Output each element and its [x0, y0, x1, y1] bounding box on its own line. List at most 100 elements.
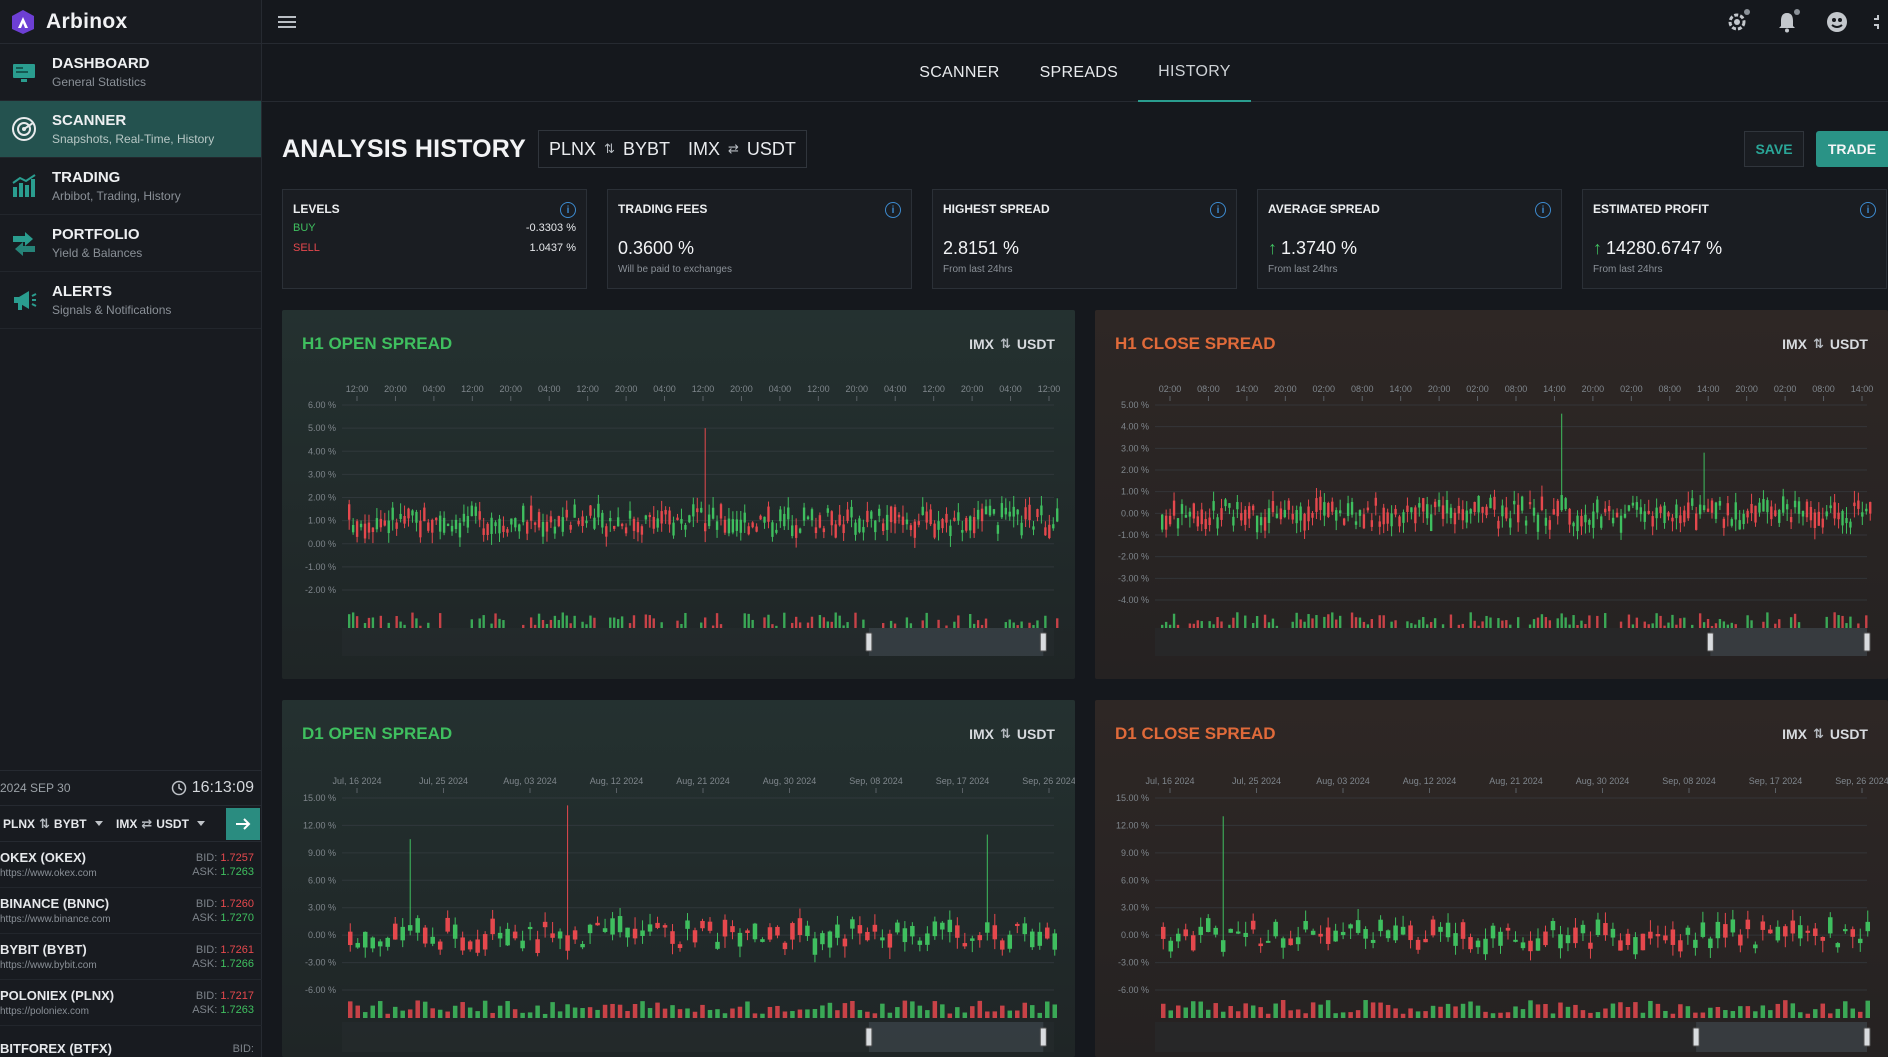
sidebar-item-dashboard[interactable]: DASHBOARD General Statistics	[0, 44, 261, 101]
save-button[interactable]: SAVE	[1744, 131, 1804, 167]
candle-body	[820, 933, 825, 945]
sidebar-item-title: ALERTS	[52, 283, 112, 300]
asset-pair-dropdown[interactable]: IMX ⇄ USDT	[113, 816, 226, 832]
h1-close-spread-chart[interactable]: 5.00 % 4.00 % 3.00 % 2.00 % 1.00 % 0.00 % -1.0…	[1095, 310, 1888, 679]
candle-body	[1288, 938, 1293, 946]
candle-body	[593, 517, 596, 529]
h1-open-spread-chart[interactable]: 6.00 % 5.00 % 4.00 % 3.00 % 2.00 % 1.00 % 0.00…	[282, 310, 1075, 679]
info-icon[interactable]: i	[1535, 202, 1551, 218]
candle-body	[490, 517, 493, 534]
trade-button[interactable]: TRADE	[1816, 131, 1888, 167]
go-button[interactable]	[226, 807, 260, 840]
sidebar-item-alerts[interactable]: ALERTS Signals & Notifications	[0, 272, 261, 329]
candle-body	[660, 511, 663, 524]
candle-body	[1418, 503, 1421, 508]
candle-body	[550, 933, 555, 938]
volume-bar	[1643, 621, 1646, 628]
candle-body	[1849, 521, 1852, 528]
exchange-url[interactable]: https://www.binance.com	[0, 914, 111, 925]
candle-body	[1655, 507, 1658, 519]
candle-body	[739, 519, 742, 533]
navigator-track	[342, 628, 1054, 656]
exchange-b: BYBT	[622, 138, 670, 159]
bid-value: 1.7257	[220, 851, 254, 864]
candle-body	[1639, 507, 1642, 515]
brand[interactable]: Arbinox	[0, 0, 261, 44]
candle-body	[763, 516, 766, 523]
volume-bar	[1004, 622, 1007, 628]
volume-bar	[1354, 617, 1358, 628]
exchange-row-poloniex[interactable]: POLONIEX (PLNX) https://poloniex.com BID:…	[0, 980, 262, 1026]
candle-body	[1275, 513, 1279, 518]
exchange-row-binance[interactable]: BINANCE (BNNC) https://www.binance.com BI…	[0, 888, 262, 934]
volume-bar	[1430, 1005, 1436, 1018]
volume-bar	[1243, 1003, 1248, 1018]
candle-body	[996, 525, 1000, 534]
volume-bar	[1565, 1006, 1571, 1018]
candle-body	[775, 926, 780, 936]
exchange-pair-dropdown[interactable]: PLNX ⇅ BYBT	[0, 816, 113, 832]
volume-bar	[719, 624, 723, 628]
tab-bar: SCANNER SPREADS HISTORY	[262, 44, 1888, 102]
exchange-url[interactable]: https://poloniex.com	[0, 1006, 89, 1017]
candle-body	[1208, 517, 1211, 526]
candle-body	[1354, 521, 1358, 525]
settings-icon[interactable]	[1724, 8, 1750, 35]
card-value: 0.3600 %	[618, 238, 695, 258]
volume-bar	[1774, 623, 1777, 628]
clock-row: 2024 SEP 30 16:13:09	[0, 770, 262, 806]
sidebar-item-trading[interactable]: TRADING Arbibot, Trading, History	[0, 158, 261, 215]
user-account-icon[interactable]	[1824, 9, 1850, 35]
volume-bar	[505, 1001, 510, 1018]
info-icon[interactable]: i	[1210, 202, 1226, 218]
candle-body	[1175, 933, 1181, 942]
volume-bar	[1671, 614, 1674, 628]
tab-history[interactable]: HISTORY	[1138, 44, 1251, 102]
candle-body	[1180, 504, 1184, 514]
volume-bar	[798, 622, 802, 628]
candle-body	[962, 943, 968, 947]
candle-body	[977, 935, 983, 941]
sidebar-item-portfolio[interactable]: PORTFOLIO Yield & Balances	[0, 215, 261, 272]
menu-icon[interactable]	[278, 13, 296, 31]
sidebar-item-scanner[interactable]: SCANNER Snapshots, Real-Time, History	[0, 101, 261, 158]
tab-spreads[interactable]: SPREADS	[1039, 64, 1119, 81]
bell-icon[interactable]	[1774, 8, 1800, 35]
fullscreen-icon[interactable]	[1874, 9, 1888, 35]
info-icon[interactable]: i	[560, 202, 576, 218]
candle-body	[1706, 508, 1710, 512]
exchange-row-bitforex[interactable]: BITFOREX (BTFX) BID:	[0, 1026, 262, 1057]
candle-body	[1172, 500, 1176, 516]
candle-body	[1400, 926, 1406, 935]
exchange-url[interactable]: https://www.okex.com	[0, 868, 97, 879]
candle-body	[887, 933, 893, 948]
info-icon[interactable]: i	[885, 202, 901, 218]
d1-open-spread-chart[interactable]: 15.00 % 12.00 % 9.00 % 6.00 % 3.00 % 0.00 % -3…	[282, 700, 1075, 1057]
exchange-row-bybit[interactable]: BYBIT (BYBT) https://www.bybit.com BID: 1…	[0, 934, 262, 980]
candle-body	[377, 941, 383, 947]
exchange-url[interactable]: https://www.bybit.com	[0, 960, 97, 971]
candle-body	[1592, 511, 1595, 528]
candle-body	[692, 504, 695, 517]
exchange-row-okex[interactable]: OKEX (OKEX) https://www.okex.com BID: 1.7…	[0, 842, 262, 888]
candle-body	[1318, 933, 1323, 937]
volume-bar	[1348, 1012, 1353, 1018]
volume-bar	[1745, 1006, 1751, 1018]
candle-body	[1007, 934, 1013, 949]
candle-body	[585, 520, 588, 524]
candle-body	[452, 924, 458, 939]
volume-bar	[1715, 1006, 1721, 1018]
candle-body	[1805, 930, 1811, 933]
candle-body	[1012, 506, 1015, 517]
candle-body	[1640, 933, 1646, 951]
y-tick-label: 3.00 %	[308, 903, 336, 913]
info-icon[interactable]: i	[1860, 202, 1876, 218]
candle-body	[1378, 919, 1383, 932]
volume-bar	[1445, 1003, 1451, 1018]
y-tick-label: 9.00 %	[1121, 848, 1149, 858]
candle-body	[970, 938, 975, 941]
swap-icon: ⇅	[999, 726, 1011, 741]
d1-close-spread-chart[interactable]: 15.00 % 12.00 % 9.00 % 6.00 % 3.00 % 0.00 % -3…	[1095, 700, 1888, 1057]
tab-scanner[interactable]: SCANNER	[919, 64, 1000, 81]
candle-body	[715, 521, 719, 530]
